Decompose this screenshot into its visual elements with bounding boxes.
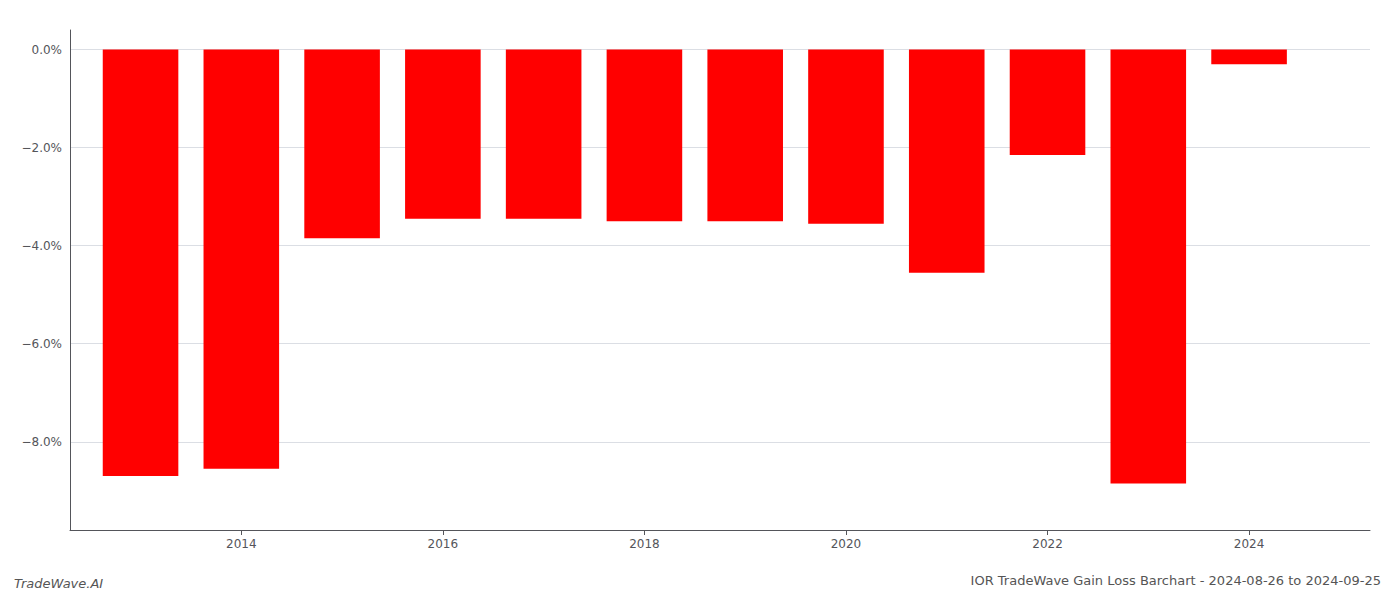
svg-text:TradeWave.AI: TradeWave.AI — [14, 576, 103, 591]
svg-text:−6.0%: −6.0% — [21, 337, 62, 351]
svg-text:2018: 2018 — [629, 537, 660, 551]
svg-text:IOR TradeWave Gain Loss Barcha: IOR TradeWave Gain Loss Barchart - 2024-… — [971, 573, 1381, 588]
svg-text:2016: 2016 — [428, 537, 459, 551]
svg-text:−2.0%: −2.0% — [21, 141, 62, 155]
svg-text:2014: 2014 — [226, 537, 257, 551]
svg-text:−8.0%: −8.0% — [21, 435, 62, 449]
svg-text:2020: 2020 — [831, 537, 862, 551]
svg-text:−4.0%: −4.0% — [21, 239, 62, 253]
svg-text:0.0%: 0.0% — [32, 43, 63, 57]
svg-text:2022: 2022 — [1032, 537, 1063, 551]
svg-text:2024: 2024 — [1234, 537, 1265, 551]
